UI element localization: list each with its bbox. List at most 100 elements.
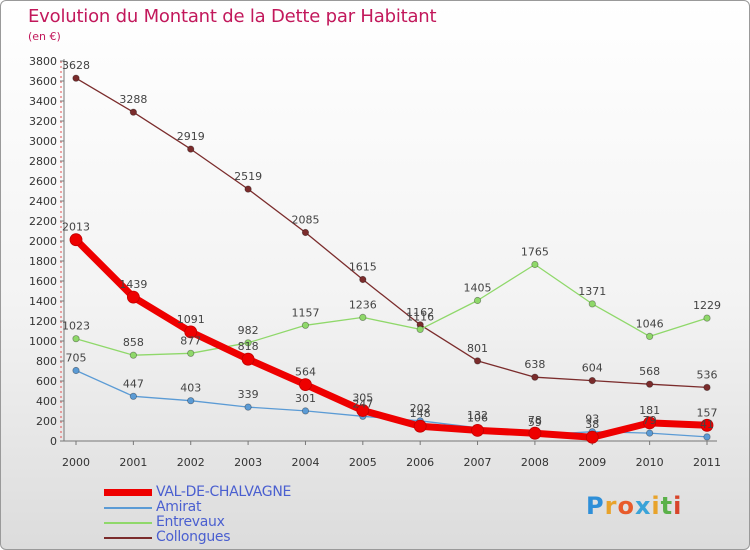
data-label: 1405 [464, 282, 492, 295]
y-tick-label: 3400 [29, 95, 57, 108]
data-point [72, 74, 80, 82]
y-tick-label: 1200 [29, 315, 57, 328]
data-label: 247 [352, 397, 373, 410]
data-point [184, 325, 198, 339]
y-tick-label: 3000 [29, 135, 57, 148]
data-label: 1439 [119, 278, 147, 291]
data-label: 181 [639, 404, 660, 417]
x-tick-label: 2003 [234, 456, 262, 469]
data-label: 2519 [234, 170, 262, 183]
x-tick-label: 2000 [62, 456, 90, 469]
legend-swatch [104, 536, 152, 539]
data-point [359, 275, 367, 284]
data-point [301, 321, 310, 329]
data-label: 93 [585, 413, 599, 426]
data-label: 78 [528, 414, 542, 427]
data-label: 877 [180, 334, 201, 347]
data-label: 568 [639, 365, 660, 378]
legend-label: Amirat [156, 499, 202, 515]
y-tick-label: 200 [36, 415, 57, 428]
data-label: 3628 [62, 59, 90, 72]
data-label: 1371 [578, 285, 606, 298]
data-point [585, 430, 599, 444]
data-label: 1091 [177, 313, 205, 326]
data-point [187, 349, 195, 357]
data-point [646, 332, 654, 340]
legend-swatch [104, 489, 152, 496]
data-point [703, 314, 711, 322]
data-label: 157 [697, 406, 718, 419]
data-label: 305 [352, 392, 373, 405]
y-tick-label: 2800 [29, 155, 57, 168]
data-point [129, 108, 137, 116]
logo-letter: x [634, 492, 652, 520]
data-label: 41 [700, 418, 714, 431]
proxiti-logo: Proxiti [586, 492, 682, 520]
data-label: 2013 [62, 221, 90, 234]
data-label: 301 [295, 392, 316, 405]
data-point [299, 378, 312, 392]
data-label: 1046 [636, 317, 664, 330]
legend-label: VAL-DE-CHALVAGNE [156, 484, 292, 500]
data-label: 132 [467, 409, 488, 422]
x-tick-label: 2006 [406, 456, 434, 469]
data-label: 1615 [349, 261, 377, 274]
data-point [700, 418, 714, 432]
data-point [129, 392, 137, 400]
data-label: 801 [467, 342, 488, 355]
logo-letter: P [586, 492, 605, 520]
data-point [473, 357, 482, 365]
y-tick-label: 3200 [29, 115, 57, 128]
data-point [416, 325, 424, 333]
data-label: 1229 [693, 299, 721, 312]
x-tick-label: 2005 [349, 456, 377, 469]
data-point [244, 339, 252, 347]
y-tick-label: 1400 [29, 295, 57, 308]
data-label: 447 [123, 377, 144, 390]
data-label: 106 [467, 411, 488, 424]
y-tick-label: 3800 [29, 55, 57, 68]
y-tick-label: 800 [36, 355, 57, 368]
data-label: 818 [238, 340, 259, 353]
data-label: 1236 [349, 298, 377, 311]
data-point [413, 419, 427, 433]
legend-swatch [104, 521, 152, 524]
data-point [72, 366, 80, 375]
data-point [301, 407, 310, 415]
data-label: 1162 [406, 306, 434, 319]
data-point [588, 376, 596, 385]
x-tick-label: 2008 [521, 456, 549, 469]
data-label: 982 [238, 324, 259, 337]
data-label: 38 [585, 418, 599, 431]
x-tick-label: 2009 [578, 456, 606, 469]
data-label: 604 [582, 362, 603, 375]
logo-letter: t [660, 492, 674, 520]
data-point [471, 423, 484, 437]
data-point [72, 335, 80, 343]
data-point [531, 373, 539, 381]
data-label: 1157 [291, 306, 319, 319]
data-point [187, 145, 195, 153]
y-tick-label: 2400 [29, 195, 57, 208]
x-tick-label: 2011 [693, 456, 721, 469]
legend-label: Collongues [156, 529, 231, 545]
data-label: 564 [295, 366, 316, 379]
data-point [643, 416, 657, 430]
data-point [241, 352, 255, 366]
y-tick-label: 2200 [29, 215, 57, 228]
data-point [301, 228, 310, 237]
data-label: 79 [643, 414, 657, 427]
line-chart: 0 200 400 600 800 1000 1200 1400 1600 1800 2000 220… [29, 55, 721, 469]
data-point [126, 290, 140, 304]
data-label: 1023 [62, 320, 90, 333]
logo-letter: r [604, 492, 618, 520]
x-tick-label: 2007 [464, 456, 492, 469]
legend-swatch [104, 506, 152, 509]
legend-label: Entrevaux [156, 514, 225, 530]
data-point [703, 433, 711, 441]
data-label: 536 [697, 368, 718, 381]
data-label: 1765 [521, 246, 549, 259]
series-line-amirat [75, 369, 708, 438]
data-label: 858 [123, 336, 144, 349]
series-line-entrevaux [75, 263, 708, 356]
